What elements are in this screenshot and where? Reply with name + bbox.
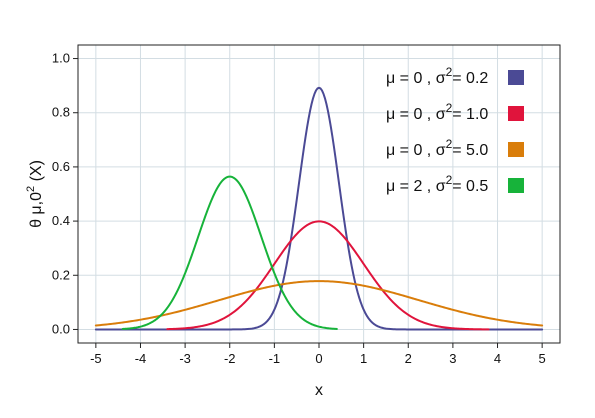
y-tick-label: 0.6 — [52, 159, 70, 174]
series-line-2 — [94, 280, 544, 327]
legend-label-2: μ = 0 , σ2= 5.0 — [386, 137, 488, 159]
y-axis-title-tail: (X) — [28, 160, 45, 186]
y-axis-title-sup: 2 — [25, 186, 37, 192]
legend: μ = 0 , σ2= 0.2 μ = 0 , σ2= 1.0 μ = 0 , σ2… — [386, 65, 524, 195]
x-tick-label: -1 — [269, 351, 281, 366]
y-tick-label: 0.8 — [52, 105, 70, 120]
series-line-3 — [121, 175, 338, 330]
x-tick-label: -4 — [135, 351, 147, 366]
axis-ticks: -5 -4 -3 -2 -1 0 1 2 3 4 5 0.0 0.2 0.4 0.6 0.8 1.0 — [52, 51, 546, 366]
legend-swatch-2 — [508, 142, 524, 157]
x-tick-label: 2 — [405, 351, 412, 366]
legend-swatch-1 — [508, 106, 524, 121]
x-tick-label: 4 — [494, 351, 501, 366]
y-tick-label: 0.4 — [52, 213, 70, 228]
y-tick-label: 1.0 — [52, 51, 70, 66]
y-axis-title-base: θ μ,0 — [28, 192, 45, 228]
x-tick-label: -3 — [179, 351, 191, 366]
x-tick-label: 5 — [539, 351, 546, 366]
legend-label-3: μ = 2 , σ2= 0.5 — [386, 173, 488, 195]
x-axis-title: x — [315, 382, 323, 399]
legend-swatch-3 — [508, 178, 524, 193]
x-tick-label: -2 — [224, 351, 236, 366]
y-tick-label: 0.2 — [52, 267, 70, 282]
x-tick-label: 3 — [449, 351, 456, 366]
legend-label-0: μ = 0 , σ2= 0.2 — [386, 65, 488, 87]
legend-swatch-0 — [508, 70, 524, 85]
x-tick-label: 0 — [315, 351, 322, 366]
series-lines — [94, 86, 544, 331]
y-axis-title: θ μ,02 (X) — [25, 160, 45, 228]
x-tick-label: 1 — [360, 351, 367, 366]
x-tick-label: -5 — [90, 351, 102, 366]
legend-label-1: μ = 0 , σ2= 1.0 — [386, 101, 488, 123]
series-line-1 — [166, 220, 490, 331]
y-tick-label: 0.0 — [52, 321, 70, 336]
